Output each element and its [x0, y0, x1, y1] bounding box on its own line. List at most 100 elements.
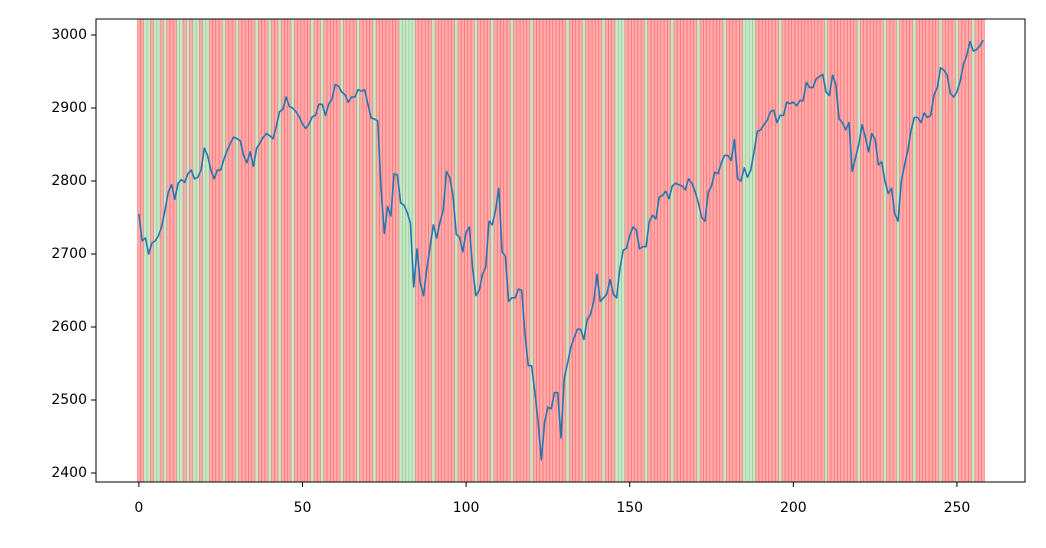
regime-span	[258, 18, 262, 483]
regime-span	[153, 18, 158, 483]
regime-span	[843, 18, 848, 483]
x-tick-label: 250	[944, 500, 971, 516]
regime-span	[136, 18, 141, 483]
regime-span	[473, 18, 478, 483]
regime-span	[811, 18, 815, 483]
price-line	[138, 39, 984, 461]
regime-span	[974, 18, 979, 483]
regime-span	[784, 18, 789, 483]
regime-span	[899, 18, 904, 483]
regime-span	[860, 18, 864, 483]
regime-span	[549, 18, 554, 483]
regime-span	[490, 18, 495, 483]
regime-span	[487, 18, 491, 483]
regime-span	[451, 18, 455, 483]
regime-span	[457, 18, 462, 483]
regime-span	[631, 18, 635, 483]
regime-span	[699, 18, 704, 483]
regime-span	[401, 18, 406, 483]
regime-span	[660, 18, 665, 483]
regime-span	[506, 18, 511, 483]
regime-span	[941, 18, 946, 483]
regime-span	[238, 18, 243, 483]
regime-span	[814, 18, 819, 483]
regime-span	[300, 18, 305, 483]
regime-span	[748, 18, 753, 483]
regime-span	[323, 18, 328, 483]
regime-span	[768, 18, 773, 483]
regime-span	[464, 18, 469, 483]
regime-span	[542, 18, 547, 483]
regime-span	[172, 18, 177, 483]
regime-span	[565, 18, 570, 483]
regime-span	[372, 18, 377, 483]
regime-span	[343, 18, 347, 483]
regime-span	[879, 18, 884, 483]
regime-span	[722, 18, 727, 483]
regime-span	[745, 18, 750, 483]
regime-span	[166, 18, 171, 483]
regime-span	[405, 18, 410, 483]
regime-span	[271, 18, 275, 483]
regime-span	[627, 18, 632, 483]
regime-span	[676, 18, 681, 483]
regime-span	[640, 18, 645, 483]
regime-span	[742, 18, 747, 483]
regime-span	[195, 18, 200, 483]
regime-span	[352, 18, 357, 483]
regime-span	[418, 18, 423, 483]
regime-span	[169, 18, 174, 483]
regime-span	[902, 18, 907, 483]
regime-span	[248, 18, 253, 483]
regime-span	[732, 18, 737, 483]
regime-span	[179, 18, 184, 483]
regime-span	[961, 18, 966, 483]
regime-span	[509, 18, 514, 483]
regime-span	[441, 18, 446, 483]
regime-span	[346, 18, 351, 483]
regime-span	[156, 18, 161, 483]
regime-span	[493, 18, 498, 483]
y-tick-label: 2500	[51, 392, 87, 408]
regime-span	[316, 18, 321, 483]
regime-span	[775, 18, 779, 483]
regime-span	[398, 18, 403, 483]
regime-span	[434, 18, 439, 483]
regime-span	[526, 18, 531, 483]
regime-span	[752, 18, 756, 483]
regime-span	[922, 18, 927, 483]
regime-span	[320, 18, 325, 483]
regime-span	[388, 18, 393, 483]
regime-span	[794, 18, 799, 483]
y-tick-label: 3000	[51, 27, 87, 43]
regime-span	[267, 18, 272, 483]
regime-span	[222, 18, 226, 483]
regime-span	[392, 18, 397, 483]
regime-span	[883, 18, 887, 483]
regime-span	[591, 18, 596, 483]
regime-span	[657, 18, 662, 483]
regime-span	[650, 18, 655, 483]
regime-span	[653, 18, 658, 483]
y-tick-label: 2900	[51, 100, 87, 116]
regime-span	[444, 18, 449, 483]
regime-span	[604, 18, 609, 483]
regime-span	[189, 18, 194, 483]
regime-span	[225, 18, 230, 483]
regime-span	[840, 18, 845, 483]
regime-span	[912, 18, 917, 483]
regime-span	[686, 18, 691, 483]
x-tick-label: 100	[453, 500, 480, 516]
regime-span	[781, 18, 786, 483]
regime-span	[820, 18, 825, 483]
regime-span	[981, 18, 986, 483]
regime-span	[761, 18, 766, 483]
regime-span	[611, 18, 616, 483]
regime-span	[847, 18, 851, 483]
plot-frame	[95, 18, 1026, 483]
regime-span	[637, 18, 642, 483]
regime-span	[261, 18, 266, 483]
regime-span	[706, 18, 711, 483]
regime-span	[703, 18, 707, 483]
